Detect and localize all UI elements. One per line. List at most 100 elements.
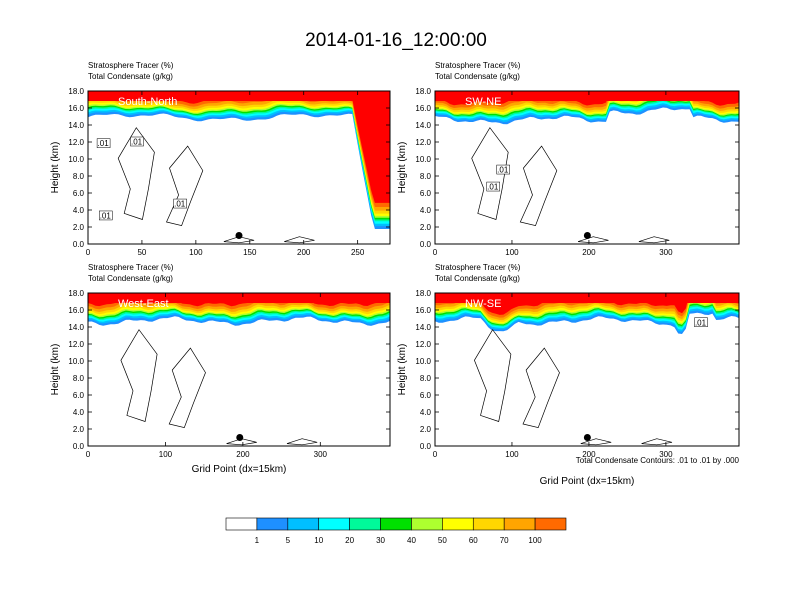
condensate-contour <box>286 438 318 446</box>
y-tick-label: 14.0 <box>415 121 431 130</box>
plot-frame <box>87 90 391 245</box>
left-title-line2: Total Condensate (g/kg) <box>435 274 520 283</box>
colorbar-label: 20 <box>345 536 354 545</box>
location-marker <box>236 434 244 441</box>
contour-label: .01 <box>487 183 499 192</box>
y-tick-label: 16.0 <box>415 306 431 315</box>
colorbar-swatch <box>256 517 289 531</box>
tracer-top <box>435 293 739 303</box>
y-tick-label: 18.0 <box>68 289 84 298</box>
condensate-contour <box>471 127 509 220</box>
tracer-top <box>88 91 390 101</box>
location-marker <box>583 434 591 441</box>
contour-label-box <box>130 136 144 147</box>
location-marker <box>235 232 243 239</box>
condensate-contour <box>226 438 257 446</box>
tracer-top <box>88 293 390 303</box>
x-tick-label: 300 <box>659 450 673 459</box>
condensate-contour <box>519 145 558 227</box>
y-axis-label: Height (km) <box>50 344 61 396</box>
location-marker <box>583 232 591 239</box>
colorbar-swatch <box>380 517 412 531</box>
condensate-contour <box>638 236 670 244</box>
x-axis-label: Grid Point (dx=15km) <box>540 476 635 487</box>
x-tick-label: 0 <box>433 248 438 257</box>
x-tick-label: 100 <box>159 450 173 459</box>
colorbar-label: 60 <box>469 536 478 545</box>
colorbar-label: 40 <box>407 536 416 545</box>
y-tick-label: 12.0 <box>415 138 431 147</box>
condensate-contour <box>223 236 255 244</box>
tracer-field: .01 <box>435 293 739 446</box>
left-title-line1: Stratosphere Tracer (%) <box>435 263 521 272</box>
y-tick-label: 6.0 <box>420 391 432 400</box>
x-tick-label: 0 <box>86 450 91 459</box>
contour-label-box <box>694 317 708 327</box>
tracer-field: .01 .01 <box>435 91 739 244</box>
x-tick-label: 300 <box>314 450 328 459</box>
section-label: SW-NE <box>465 96 501 108</box>
y-tick-label: 16.0 <box>68 306 84 315</box>
panel-west-east: West-East 0.0 2.0 4.0 6.0 8.0 10.0 12.0 14.0 16.0… <box>50 263 391 459</box>
x-tick-label: 250 <box>351 248 365 257</box>
colorbar-swatch <box>318 517 350 531</box>
colorbar-label: 10 <box>314 536 323 545</box>
y-tick-label: 16.0 <box>415 104 431 113</box>
x-axis-label: Grid Point (dx=15km) <box>192 464 287 475</box>
y-tick-label: 2.0 <box>73 223 85 232</box>
y-axis-label: Height (km) <box>397 344 408 396</box>
y-tick-label: 8.0 <box>73 172 85 181</box>
condensate-contour <box>168 347 206 429</box>
y-tick-label: 18.0 <box>68 87 84 96</box>
tracer-field: .01 .01 .01 .01 <box>88 91 390 244</box>
condensate-contour <box>474 329 512 422</box>
x-tick-label: 50 <box>137 248 146 257</box>
left-title-line1: Stratosphere Tracer (%) <box>88 263 174 272</box>
x-tick-label: 300 <box>659 248 673 257</box>
y-tick-label: 2.0 <box>73 425 85 434</box>
left-title-line2: Total Condensate (g/kg) <box>435 72 520 81</box>
panel-sw-ne: .01 .01 SW-NE 0.0 2.0 4.0 6.0 8.0 10.0 12.0 14.0 16… <box>397 61 740 257</box>
colorbar-label: 50 <box>438 536 447 545</box>
y-tick-label: 0.0 <box>73 240 85 249</box>
tracer-band <box>88 91 390 203</box>
y-tick-label: 14.0 <box>415 323 431 332</box>
y-tick-label: 2.0 <box>420 223 432 232</box>
colorbar-label: 100 <box>528 536 542 545</box>
page-title: 2014-01-16_12:00:00 <box>305 30 487 51</box>
panel-nw-se: .01 NW-SE 0.0 2.0 4.0 6.0 8.0 10.0 12.0 14.0 16.0 1… <box>397 263 740 459</box>
condensate-contour <box>522 347 560 429</box>
y-tick-label: 14.0 <box>68 121 84 130</box>
colorbar-swatch <box>349 517 381 531</box>
y-tick-label: 8.0 <box>420 374 432 383</box>
left-title-line2: Total Condensate (g/kg) <box>88 274 173 283</box>
y-tick-label: 12.0 <box>68 138 84 147</box>
condensate-contour <box>284 236 315 244</box>
y-tick-label: 14.0 <box>68 323 84 332</box>
section-label: NW-SE <box>465 298 501 310</box>
colorbar-swatch <box>442 517 474 531</box>
y-axis-label: Height (km) <box>397 142 408 194</box>
y-tick-label: 4.0 <box>73 408 85 417</box>
condensate-contour <box>166 145 204 227</box>
contour-label: .01 <box>131 138 143 147</box>
x-tick-label: 0 <box>86 248 91 257</box>
contour-label: .01 <box>695 318 707 327</box>
contour-label: .01 <box>497 166 509 175</box>
x-tick-label: 100 <box>189 248 203 257</box>
y-tick-label: 0.0 <box>420 240 432 249</box>
y-tick-label: 0.0 <box>420 442 432 451</box>
y-tick-label: 10.0 <box>68 357 84 366</box>
contour-label: .01 <box>98 139 110 148</box>
contour-label-box <box>99 210 113 221</box>
contour-note: Total Condensate Contours: .01 to .01 by… <box>576 456 740 465</box>
x-tick-label: 200 <box>582 248 596 257</box>
y-tick-label: 10.0 <box>415 155 431 164</box>
condensate-contour <box>577 236 609 244</box>
y-tick-label: 16.0 <box>68 104 84 113</box>
y-tick-label: 2.0 <box>420 425 432 434</box>
panel-south-north: .01 .01 .01 .01 South-North 0.0 2.0 4.0 6.0 8.0 10… <box>50 61 391 257</box>
y-tick-label: 12.0 <box>415 340 431 349</box>
x-tick-label: 200 <box>297 248 311 257</box>
contour-label-box <box>486 181 500 192</box>
